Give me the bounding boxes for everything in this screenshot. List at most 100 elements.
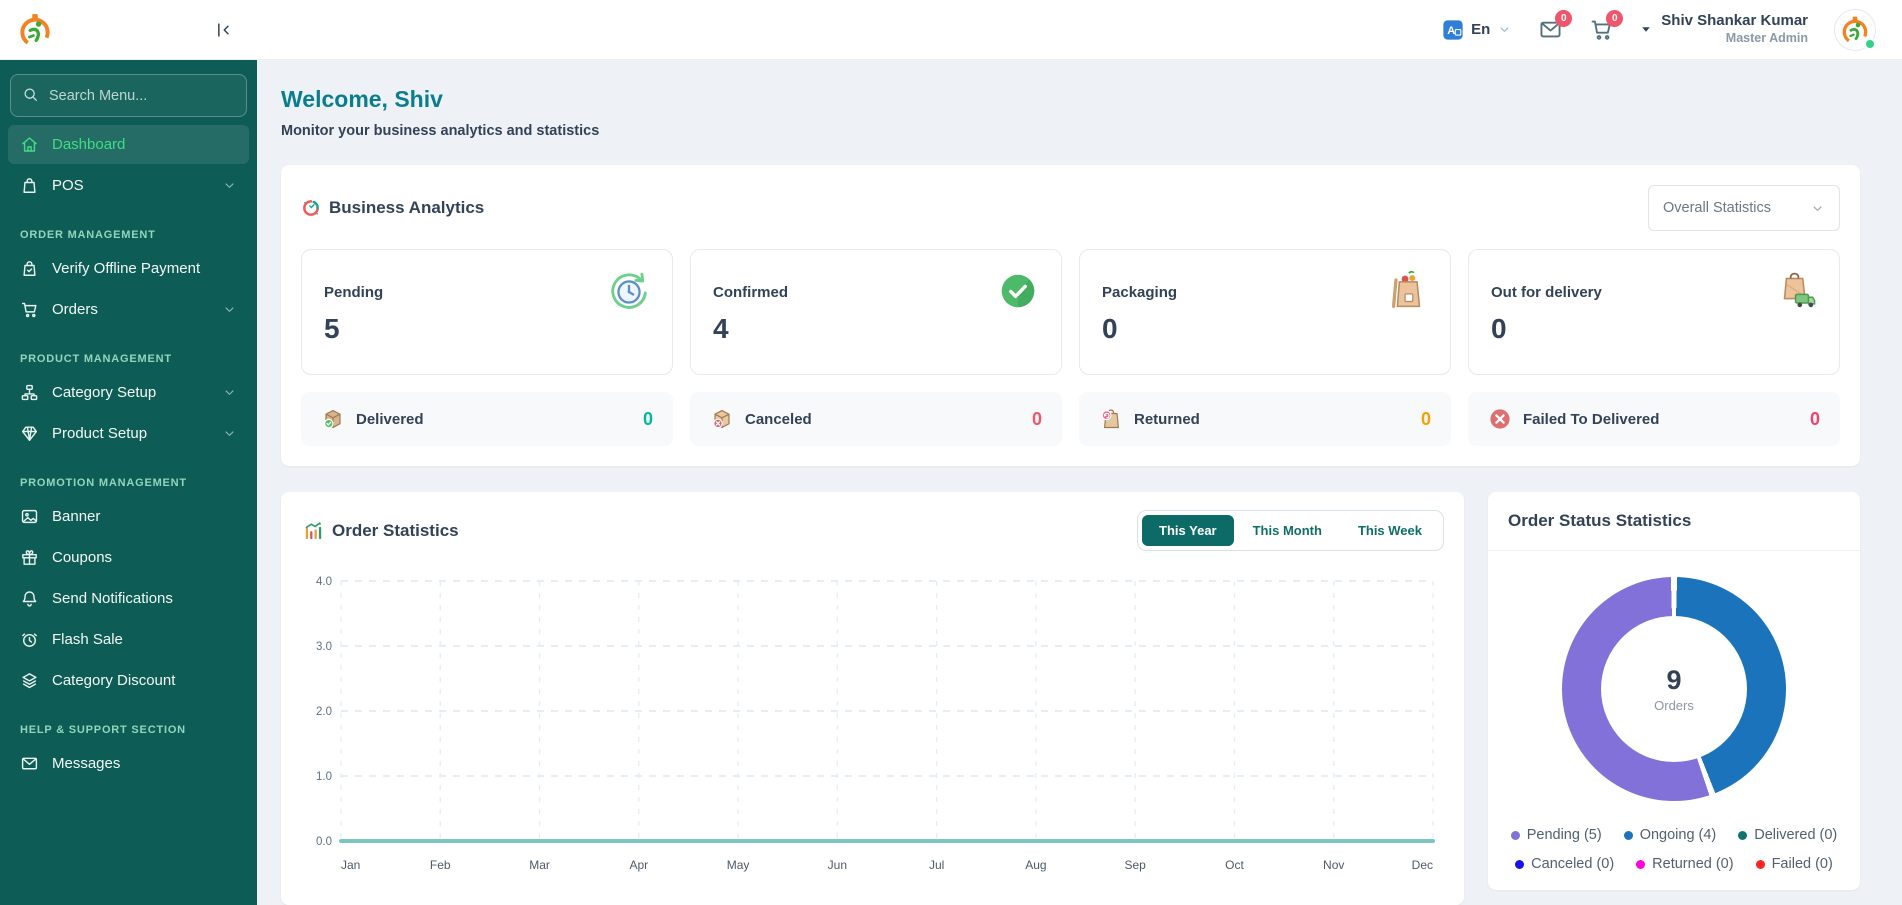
sidebar-item-dashboard[interactable]: Dashboard: [8, 125, 249, 164]
bag-truck-icon: [1773, 268, 1819, 314]
mini-card-label: Delivered: [356, 410, 424, 428]
gift-icon: [20, 548, 39, 567]
sidebar-item-label: Orders: [52, 301, 98, 318]
legend-label: Delivered (0): [1754, 827, 1838, 843]
tab-this-month[interactable]: This Month: [1252, 523, 1322, 538]
legend-item-canceled-0[interactable]: Canceled (0): [1515, 856, 1614, 872]
mini-card-value: 0: [1031, 408, 1042, 429]
tab-this-week[interactable]: This Week: [1357, 523, 1422, 538]
topbar-left: [0, 11, 257, 49]
sidebar-item-category-discount[interactable]: Category Discount: [8, 661, 249, 700]
order-statistics-title: Order Statistics: [332, 520, 459, 540]
mini-card-delivered[interactable]: Delivered 0: [301, 392, 673, 446]
sidebar-item-label: Product Setup: [52, 425, 148, 442]
svg-text:Mar: Mar: [529, 858, 550, 872]
user-name: Shiv Shankar Kumar: [1661, 12, 1808, 30]
svg-text:Sep: Sep: [1125, 858, 1147, 872]
x-circle-icon: [1488, 407, 1512, 431]
package-bag-icon: [1384, 268, 1430, 314]
business-analytics-panel: Business Analytics Overall Statistics Pe…: [281, 165, 1860, 466]
sidebar-item-verify-offline-payment[interactable]: Verify Offline Payment: [8, 249, 249, 288]
svg-text:0.0: 0.0: [316, 836, 332, 848]
sidebar: Dashboard POS ORDER MANAGEMENT Verify Offli…: [0, 60, 257, 905]
mini-card-value: 0: [1809, 408, 1820, 429]
box-returned-icon: [1099, 407, 1123, 431]
stat-card-value: 0: [1491, 313, 1507, 344]
image-icon: [20, 507, 39, 526]
svg-text:4.0: 4.0: [316, 576, 332, 588]
page-subtitle: Monitor your business analytics and stat…: [281, 123, 600, 139]
legend-label: Ongoing (4): [1639, 827, 1717, 843]
sidebar-section-order-management: ORDER MANAGEMENT: [20, 229, 156, 241]
mini-card-canceled[interactable]: Canceled 0: [690, 392, 1062, 446]
stat-card-label: Out for delivery: [1491, 284, 1602, 301]
orders-line-chart: 0.0 1.0 2.0 3.0 4.0 Jan Feb Mar Apr May Jun Jul Aug S…: [295, 563, 1444, 885]
legend-item-pending-5[interactable]: Pending (5): [1510, 827, 1602, 843]
sidebar-item-banner[interactable]: Banner: [8, 497, 249, 536]
stat-card-out-for-delivery[interactable]: Out for delivery 0: [1468, 249, 1840, 375]
legend-item-failed-0[interactable]: Failed (0): [1755, 856, 1833, 872]
envelope-icon: [20, 754, 39, 773]
sitemap-icon: [20, 383, 39, 402]
search-icon: [22, 86, 39, 103]
sidebar-item-category-setup[interactable]: Category Setup: [8, 373, 249, 412]
legend-item-ongoing-4[interactable]: Ongoing (4): [1623, 827, 1717, 843]
sidebar-item-label: Coupons: [52, 549, 113, 566]
sidebar-item-messages[interactable]: Messages: [8, 744, 249, 783]
sidebar-item-orders[interactable]: Orders: [8, 290, 249, 329]
legend-dot: [1623, 830, 1633, 840]
stat-card-value: 5: [324, 313, 340, 344]
svg-text:Dec: Dec: [1412, 858, 1433, 872]
legend-label: Failed (0): [1771, 856, 1833, 872]
svg-text:Jun: Jun: [828, 858, 847, 872]
svg-text:Apr: Apr: [629, 858, 648, 872]
legend-dot: [1510, 830, 1520, 840]
svg-text:Jan: Jan: [341, 858, 360, 872]
user-role: Master Admin: [1725, 31, 1808, 46]
mini-card-label: Returned: [1134, 410, 1200, 428]
user-menu[interactable]: Shiv Shankar Kumar Master Admin: [1640, 12, 1808, 46]
online-status-dot: [1864, 37, 1876, 50]
avatar[interactable]: [1834, 8, 1876, 51]
translate-icon: A: [1442, 19, 1464, 41]
order-status-panel: Order Status Statistics 9 Orders Pending…: [1488, 492, 1860, 890]
legend-dot: [1636, 859, 1646, 869]
legend-item-returned-0[interactable]: Returned (0): [1636, 856, 1734, 872]
mini-card-failed-to-delivered[interactable]: Failed To Delivered 0: [1468, 392, 1840, 446]
sidebar-item-label: Verify Offline Payment: [52, 260, 201, 277]
sidebar-item-product-setup[interactable]: Product Setup: [8, 414, 249, 453]
tab-this-year[interactable]: This Year: [1142, 515, 1234, 546]
avatar-logo-icon: [1839, 14, 1871, 46]
cart-button[interactable]: 0: [1589, 10, 1624, 42]
sidebar-search-input[interactable]: [10, 74, 247, 117]
stat-card-pending[interactable]: Pending 5: [301, 249, 673, 375]
home-icon: [20, 135, 39, 154]
legend-label: Returned (0): [1652, 856, 1734, 872]
sidebar-collapse-button[interactable]: [213, 20, 233, 40]
main-content: Welcome, Shiv Monitor your business anal…: [257, 60, 1902, 905]
legend-item-delivered-0[interactable]: Delivered (0): [1738, 827, 1837, 843]
sidebar-item-flash-sale[interactable]: Flash Sale: [8, 620, 249, 659]
chevron-down-icon: [222, 302, 237, 317]
cart-badge: 0: [1606, 10, 1624, 27]
statistics-filter-value: Overall Statistics: [1663, 200, 1771, 216]
legend-dot: [1738, 830, 1748, 840]
stat-card-confirmed[interactable]: Confirmed 4: [690, 249, 1062, 375]
statistics-filter-select[interactable]: Overall Statistics: [1648, 185, 1840, 231]
messages-badge: 0: [1555, 10, 1573, 27]
stat-card-label: Confirmed: [713, 284, 788, 301]
sidebar-item-label: Send Notifications: [52, 590, 173, 607]
language-label: En: [1471, 21, 1491, 38]
chevron-down-icon: [222, 426, 237, 441]
sidebar-item-pos[interactable]: POS: [8, 166, 249, 205]
mini-card-returned[interactable]: Returned 0: [1079, 392, 1451, 446]
stat-card-packaging[interactable]: Packaging 0: [1079, 249, 1451, 375]
messages-button[interactable]: 0: [1538, 10, 1573, 42]
order-status-donut-chart: 9 Orders: [1562, 577, 1786, 801]
language-selector[interactable]: A En: [1442, 19, 1512, 41]
order-statistics-panel: Order Statistics This Year This Month This…: [281, 492, 1464, 905]
sidebar-item-coupons[interactable]: Coupons: [8, 538, 249, 577]
sidebar-item-send-notifications[interactable]: Send Notifications: [8, 579, 249, 618]
period-tab-group: This Year This Month This Week: [1137, 510, 1444, 551]
topbar-right: A En 0 0 Shiv Shankar Kumar Master Admin: [1442, 8, 1902, 51]
